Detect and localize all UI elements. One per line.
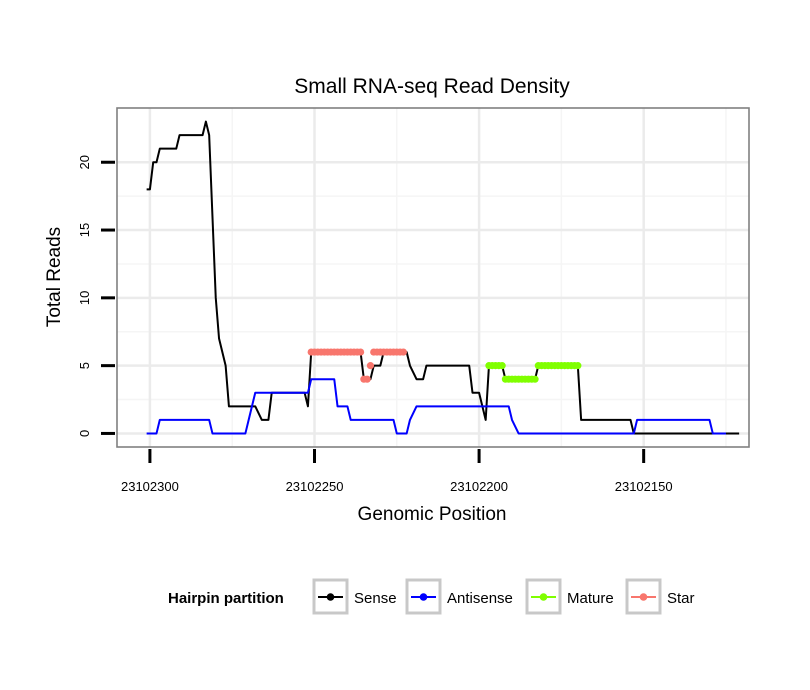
y-tick-label: 15 [77, 223, 92, 237]
data-point-star [366, 362, 375, 370]
series-line-antisense [146, 378, 726, 435]
y-tick-label: 20 [77, 155, 92, 169]
legend-label: Mature [567, 590, 614, 607]
series-antisense [146, 378, 726, 435]
y-axis-label: Total Reads [44, 227, 65, 327]
y-tick-label: 5 [77, 362, 92, 369]
series-layer [146, 120, 740, 435]
data-point-star [356, 348, 365, 356]
data-point-mature [498, 362, 506, 370]
data-point-mature [574, 362, 582, 370]
legend-key-point [639, 593, 648, 601]
chart-title: Small RNA-seq Read Density [294, 75, 570, 98]
legend-label: Antisense [447, 590, 513, 607]
legend-key-point [539, 593, 548, 601]
legend: Hairpin partition Sense Antisense Mature St… [168, 578, 695, 615]
series-sense [146, 120, 740, 435]
legend-label: Star [667, 590, 695, 607]
x-tick-label: 23102200 [450, 479, 508, 494]
y-tick-label: 0 [77, 430, 92, 437]
legend-item-antisense: Antisense [405, 578, 513, 615]
plot-panel [116, 107, 750, 448]
series-star [307, 348, 407, 383]
axes: 0 5 10 15 20 23102300 23102250 23102200 23102150 [77, 155, 673, 494]
series-line-sense [146, 120, 740, 435]
series-mature [485, 362, 582, 383]
legend-label: Sense [354, 590, 397, 607]
data-point-mature [531, 375, 539, 383]
x-tick-label: 23102150 [615, 479, 673, 494]
grid [117, 108, 749, 447]
legend-key-point [326, 593, 335, 601]
legend-title: Hairpin partition [168, 590, 284, 607]
data-point-star [399, 348, 407, 356]
x-axis-label: Genomic Position [358, 504, 507, 525]
legend-item-sense: Sense [312, 578, 397, 615]
legend-key-point [419, 593, 428, 601]
y-tick-label: 10 [77, 291, 92, 305]
legend-item-mature: Mature [525, 578, 614, 615]
x-tick-label: 23102250 [286, 479, 344, 494]
x-tick-label: 23102300 [121, 479, 179, 494]
data-point-star [363, 375, 371, 383]
legend-item-star: Star [625, 578, 695, 615]
